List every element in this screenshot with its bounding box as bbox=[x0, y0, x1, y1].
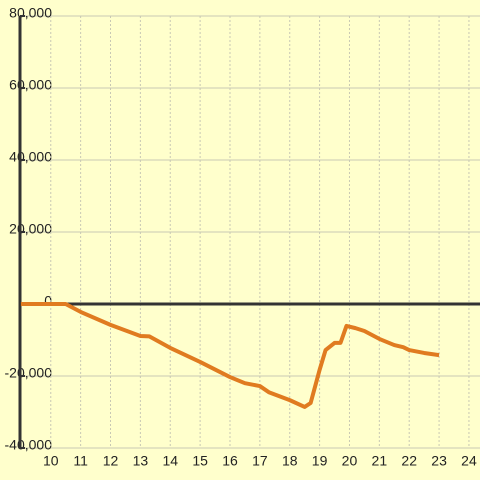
x-tick-label: 14 bbox=[162, 453, 178, 469]
x-tick-label: 23 bbox=[431, 453, 447, 469]
x-tick-label: 11 bbox=[73, 453, 88, 469]
x-tick-label: 18 bbox=[282, 453, 298, 469]
x-tick-label: 21 bbox=[372, 453, 388, 469]
y-tick-label: 20,000 bbox=[9, 221, 52, 237]
x-tick-label: 10 bbox=[43, 453, 59, 469]
x-tick-label: 20 bbox=[342, 453, 358, 469]
y-tick-label: 80,000 bbox=[9, 5, 52, 21]
x-tick-label: 24 bbox=[461, 453, 477, 469]
y-tick-label: 40,000 bbox=[9, 149, 52, 165]
x-tick-label: 15 bbox=[192, 453, 208, 469]
x-tick-label: 12 bbox=[103, 453, 119, 469]
x-tick-label: 17 bbox=[252, 453, 268, 469]
x-tick-label: 22 bbox=[401, 453, 417, 469]
y-tick-label: -20,000 bbox=[5, 365, 53, 381]
y-tick-label: 60,000 bbox=[9, 77, 52, 93]
x-tick-label: 13 bbox=[133, 453, 149, 469]
line bbox=[20, 302, 440, 409]
x-tick-label: 19 bbox=[312, 453, 328, 469]
y-tick-label: 0 bbox=[44, 293, 52, 309]
y-tick-label: -40,000 bbox=[5, 437, 53, 453]
x-tick-label: 16 bbox=[222, 453, 238, 469]
